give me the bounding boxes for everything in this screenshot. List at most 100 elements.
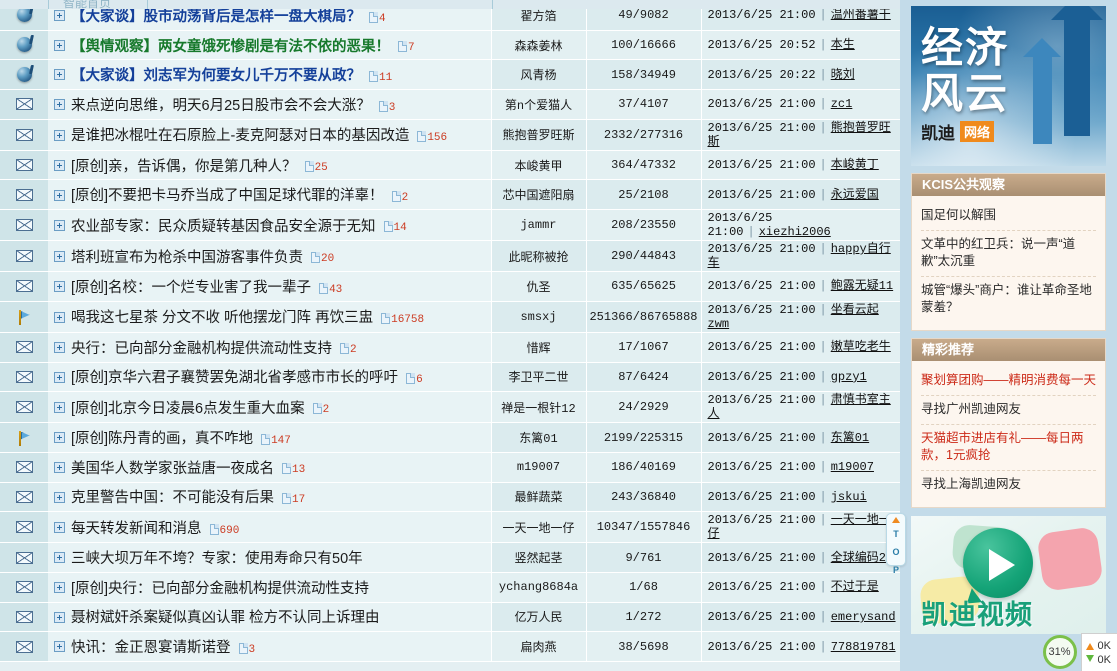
thread-author-cell[interactable]: 此昵称被抢 [490, 240, 587, 273]
reply-count[interactable]: 43 [319, 279, 342, 297]
table-row[interactable]: [原创]陈丹青的画，真不咋地 147 东篱01 2199/225315 2013/6/2… [0, 422, 900, 453]
video-banner[interactable]: 凯迪视频 [911, 516, 1106, 634]
table-row[interactable]: 农业部专家：民众质疑转基因食品安全源于无知 14 jammr 208/23550 201… [0, 209, 900, 242]
thread-title-link[interactable]: 【舆情观察】两女童饿死惨剧是有法不依的恶果！ [71, 38, 390, 55]
thread-title-link[interactable]: 喝我这七星茶 分文不收 听他摆龙门阵 再饮三盅 [71, 310, 374, 327]
expand-icon[interactable] [54, 39, 65, 51]
table-row[interactable]: 【舆情观察】两女童饿死惨剧是有法不依的恶果！ 7 森森姜林 100/16666 2013… [0, 29, 900, 61]
expand-icon[interactable] [54, 371, 65, 383]
reply-count[interactable]: 156 [417, 127, 447, 145]
reply-count[interactable]: 2 [391, 187, 408, 205]
last-post-user-link[interactable]: zc1 [830, 97, 853, 112]
thread-author-cell[interactable]: 东篱01 [490, 422, 587, 453]
last-post-user-link[interactable]: 本峻黄丁 [830, 158, 879, 173]
thread-title-link[interactable]: [原创]央行：已向部分金融机构提供流动性支持 [71, 580, 370, 597]
thread-author-cell[interactable]: 一天一地一仔 [490, 511, 587, 544]
last-post-user-link[interactable]: jskui [830, 489, 867, 504]
reply-count[interactable]: 147 [261, 430, 291, 448]
sidebar-list-item[interactable]: 文革中的红卫兵：说一声“道歉”太沉重 [921, 231, 1096, 277]
expand-icon[interactable] [54, 552, 65, 564]
expand-icon[interactable] [54, 250, 65, 262]
last-post-user-link[interactable]: 永远爱国 [830, 187, 879, 202]
last-post-user-link[interactable]: 778819781 [830, 639, 896, 654]
thread-title-link[interactable]: [原创]陈丹青的画，真不咋地 [71, 431, 254, 448]
sidebar-list-item[interactable]: 寻找广州凯迪网友 [921, 396, 1096, 425]
expand-icon[interactable] [54, 10, 65, 22]
expand-icon[interactable] [54, 159, 65, 171]
reply-count[interactable]: 7 [398, 37, 415, 55]
table-row[interactable]: 美国华人数学家张益唐一夜成名 13 m19007 186/40169 2013/6/25… [0, 451, 900, 483]
thread-title-link[interactable]: 来点逆向思维，明天6月25日股市会不会大涨？ [71, 97, 371, 114]
expand-icon[interactable] [54, 401, 65, 413]
last-post-user-link[interactable]: xiezhi2006 [758, 225, 831, 240]
thread-title-link[interactable]: 塔利班宣布为枪杀中国游客事件负责 [71, 249, 303, 266]
thread-author-cell[interactable]: 本峻黄甲 [490, 149, 587, 181]
thread-title-link[interactable]: 每天转发新闻和消息 [71, 520, 202, 537]
table-row[interactable]: [原创]亲，告诉偶，你是第几种人？ 25 本峻黄甲 364/47332 2013/6/2… [0, 149, 900, 181]
thread-author-cell[interactable]: 风青杨 [490, 59, 587, 91]
reply-count[interactable]: 690 [209, 520, 239, 538]
reply-count[interactable]: 2 [340, 339, 357, 357]
thread-author-cell[interactable]: 熊抱普罗旺斯 [490, 118, 587, 151]
thread-author-cell[interactable]: jammr [490, 209, 587, 242]
last-post-user-link[interactable]: emerysand [830, 609, 896, 624]
thread-title-link[interactable]: [原创]名校：一个烂专业害了我一辈子 [71, 279, 312, 296]
thread-author-cell[interactable]: m19007 [490, 451, 587, 483]
thread-author-cell[interactable]: 亿万人民 [490, 601, 587, 633]
table-row[interactable]: [原创]名校：一个烂专业害了我一辈子 43 仇圣 635/65625 2013/6/25… [0, 271, 900, 302]
expand-icon[interactable] [54, 219, 65, 231]
expand-icon[interactable] [54, 189, 65, 201]
table-row[interactable]: 【大家谈】刘志军为何要女儿千万不要从政？ 11 风青杨 158/34949 2013/6… [0, 59, 900, 91]
thread-title-link[interactable]: [原创]不要把卡马乔当成了中国足球代罪的洋辜！ [71, 188, 384, 205]
reply-count[interactable]: 11 [369, 67, 392, 85]
last-post-user-link[interactable]: 鲍露无疑11 [830, 279, 894, 294]
table-row[interactable]: 喝我这七星茶 分文不收 听他摆龙门阵 再饮三盅 16758 smsxj 251366/… [0, 300, 900, 333]
table-row[interactable]: 克里警告中国：不可能没有后果 17 最鲜蔬菜 243/36840 2013/6/25 2… [0, 481, 900, 513]
thread-author-cell[interactable]: 森森姜林 [490, 29, 587, 61]
reply-count[interactable]: 20 [311, 248, 334, 266]
thread-title-link[interactable]: 是谁把冰棍吐在石原脸上-麦克阿瑟对日本的基因改造 [71, 128, 410, 145]
last-post-user-link[interactable]: gpzy1 [830, 369, 867, 384]
thread-author-cell[interactable]: ychang8684a [490, 571, 587, 603]
expand-icon[interactable] [54, 99, 65, 111]
thread-title-link[interactable]: [原创]北京今日凌晨6点发生重大血案 [71, 400, 305, 417]
thread-title-link[interactable]: 克里警告中国：不可能没有后果 [71, 490, 274, 507]
last-post-user-link[interactable]: 东篱01 [830, 430, 870, 445]
last-post-user-link[interactable]: 坐看云起zwm [707, 302, 879, 331]
reply-count[interactable]: 2 [312, 399, 329, 417]
expand-icon[interactable] [54, 522, 65, 534]
expand-icon[interactable] [54, 641, 65, 653]
sidebar-list-item[interactable]: 寻找上海凯迪网友 [921, 477, 1022, 491]
last-post-user-link[interactable]: 熊抱普罗旺斯 [707, 120, 891, 149]
last-post-user-link[interactable]: 肃慎书室主人 [707, 393, 891, 422]
reply-count[interactable]: 3 [238, 639, 255, 657]
expand-icon[interactable] [54, 491, 65, 503]
table-row[interactable]: 【大家谈】股市动荡背后是怎样一盘大棋局？ 4 翟方箔 49/9082 2013/6/25… [0, 0, 900, 31]
sidebar-list-item[interactable]: 天猫超市进店有礼——每日两款，1元疯抢 [921, 425, 1096, 471]
table-row[interactable]: 是谁把冰棍吐在石原脸上-麦克阿瑟对日本的基因改造 156 熊抱普罗旺斯 2332/27… [0, 118, 900, 151]
table-row[interactable]: 快讯：金正恩宴请斯诺登 3 扁肉燕 38/5698 2013/6/25 21:00 | 77… [0, 631, 900, 662]
reply-count[interactable]: 17 [282, 489, 305, 507]
reply-count[interactable]: 16758 [381, 309, 424, 327]
table-row[interactable]: 聂树斌奸杀案疑似真凶认罪 检方不认同上诉理由 亿万人民 1/272 2013/6/25… [0, 601, 900, 633]
thread-author-cell[interactable]: 最鲜蔬菜 [490, 481, 587, 513]
table-row[interactable]: 三峡大坝万年不垮？专家：使用寿命只有50年 竖然起茎 9/761 2013/6/25 … [0, 542, 900, 573]
expand-icon[interactable] [54, 311, 65, 323]
last-post-user-link[interactable]: 不过于是 [830, 580, 879, 595]
table-row[interactable]: [原创]京华六君子襄赞罢免湖北省孝感市市长的呼吁 6 李卫平二世 87/6424 201… [0, 361, 900, 393]
economy-banner[interactable]: 经济 风云 凯迪 网络 [911, 6, 1106, 166]
sidebar-list-item[interactable]: 国足何以解围 [921, 202, 1096, 231]
thread-title-link[interactable]: 美国华人数学家张益唐一夜成名 [71, 460, 274, 477]
thread-author-cell[interactable]: 禅是一根针12 [490, 391, 587, 424]
sidebar-list-item[interactable]: 聚划算团购——精明消费每一天 [921, 367, 1096, 396]
thread-title-link[interactable]: 【大家谈】股市动荡背后是怎样一盘大棋局？ [71, 8, 361, 25]
thread-title-link[interactable]: 央行：已向部分金融机构提供流动性支持 [71, 340, 332, 357]
sidebar-list-item[interactable]: 城管“爆头”商户：谁让革命圣地蒙羞？ [921, 283, 1092, 314]
thread-title-link[interactable]: [原创]京华六君子襄赞罢免湖北省孝感市市长的呼吁 [71, 370, 399, 387]
last-post-user-link[interactable]: 嫩草吃老牛 [830, 340, 891, 355]
expand-icon[interactable] [54, 582, 65, 594]
thread-author-cell[interactable]: smsxj [490, 300, 587, 333]
table-row[interactable]: 塔利班宣布为枪杀中国游客事件负责 20 此昵称被抢 290/44843 2013/6/2… [0, 240, 900, 273]
last-post-user-link[interactable]: 一天一地一仔 [707, 513, 891, 542]
